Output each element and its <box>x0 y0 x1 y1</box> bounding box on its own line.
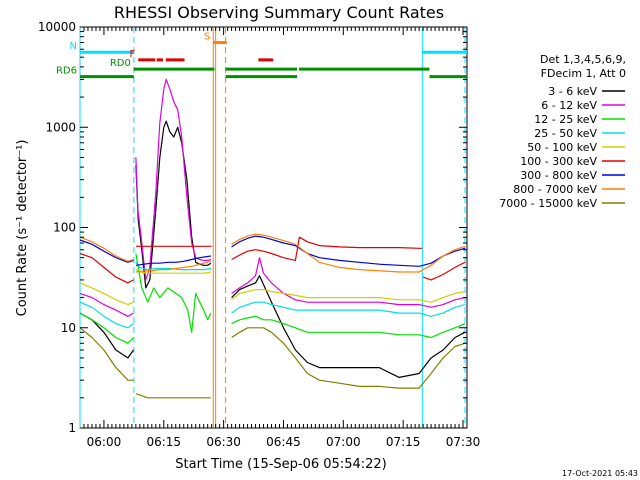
series-line <box>135 253 212 333</box>
plot-frame <box>79 26 468 429</box>
y-axis-label: Count Rate (s⁻¹ detector⁻¹) <box>15 140 30 317</box>
y-tick-label: 100 <box>53 221 76 235</box>
legend-label: 12 - 25 keV <box>534 113 597 126</box>
series-group <box>79 78 466 399</box>
series-line <box>79 292 134 317</box>
axes-group: 1 10 100 1000 10000 06:00 06:15 06:30 06:45 07:00… <box>38 20 480 449</box>
flag-label: F <box>129 49 135 60</box>
legend-label: 50 - 100 keV <box>527 141 597 154</box>
legend-header: FDecim 1, Att 0 <box>541 67 626 80</box>
flag-label: N <box>70 41 77 52</box>
series-line <box>135 255 211 266</box>
legend: Det 1,3,4,5,6,9,FDecim 1, Att 0 3 - 6 keV… <box>499 53 626 210</box>
series-line <box>231 233 466 273</box>
x-tick-label: 06:30 <box>206 435 241 449</box>
legend-label: 3 - 6 keV <box>548 85 597 98</box>
series-line <box>135 393 211 399</box>
x-tick-label: 06:00 <box>87 435 122 449</box>
flag-label: RD0 <box>110 58 131 69</box>
series-line <box>135 78 212 281</box>
series-line <box>231 289 466 303</box>
x-tick-label: 07:00 <box>326 435 361 449</box>
x-tick-label: 06:45 <box>266 435 301 449</box>
legend-header: Det 1,3,4,5,6,9, <box>540 53 626 66</box>
series-line <box>422 261 466 281</box>
legend-label: 6 - 12 keV <box>541 99 597 112</box>
x-tick-label: 07:15 <box>386 435 421 449</box>
series-line <box>135 269 211 274</box>
series-line <box>79 327 134 381</box>
series-line <box>79 239 134 263</box>
series-line <box>79 252 134 284</box>
legend-label: 7000 - 15000 keV <box>499 197 597 210</box>
series-line <box>79 301 134 329</box>
y-tick-label: 10 <box>61 321 76 335</box>
series-line <box>231 235 466 267</box>
series-line <box>231 257 466 308</box>
series-line <box>79 312 134 344</box>
y-tick-label: 1000 <box>45 120 76 134</box>
y-tick-label: 1 <box>68 421 76 435</box>
legend-label: 25 - 50 keV <box>534 127 597 140</box>
series-line <box>231 236 423 261</box>
series-line <box>231 315 466 339</box>
series-line <box>79 312 134 359</box>
chart-title: RHESSI Observing Summary Count Rates <box>114 3 444 22</box>
flag-label: RD6 <box>56 66 77 77</box>
x-tick-label: 06:15 <box>146 435 181 449</box>
vertical-markers <box>79 27 466 428</box>
series-line <box>135 260 212 273</box>
legend-label: 100 - 300 keV <box>520 155 597 168</box>
x-axis-label: Start Time (15-Sep-06 05:54:22) <box>175 457 386 472</box>
series-line <box>231 327 466 389</box>
series-line <box>231 301 466 317</box>
chart-frame <box>79 26 468 429</box>
series-line <box>79 282 134 306</box>
x-tick-label: 07:30 <box>446 435 481 449</box>
legend-label: 800 - 7000 keV <box>513 183 597 196</box>
flag-label: S <box>204 32 210 43</box>
series-line <box>231 275 466 378</box>
flag-bars: N F S RD0 RD6 <box>56 32 467 79</box>
series-line <box>79 236 134 262</box>
generation-timestamp: 17-Oct-2021 05:43 <box>562 469 638 478</box>
legend-label: 300 - 800 keV <box>520 169 597 182</box>
y-tick-label: 10000 <box>38 20 76 34</box>
